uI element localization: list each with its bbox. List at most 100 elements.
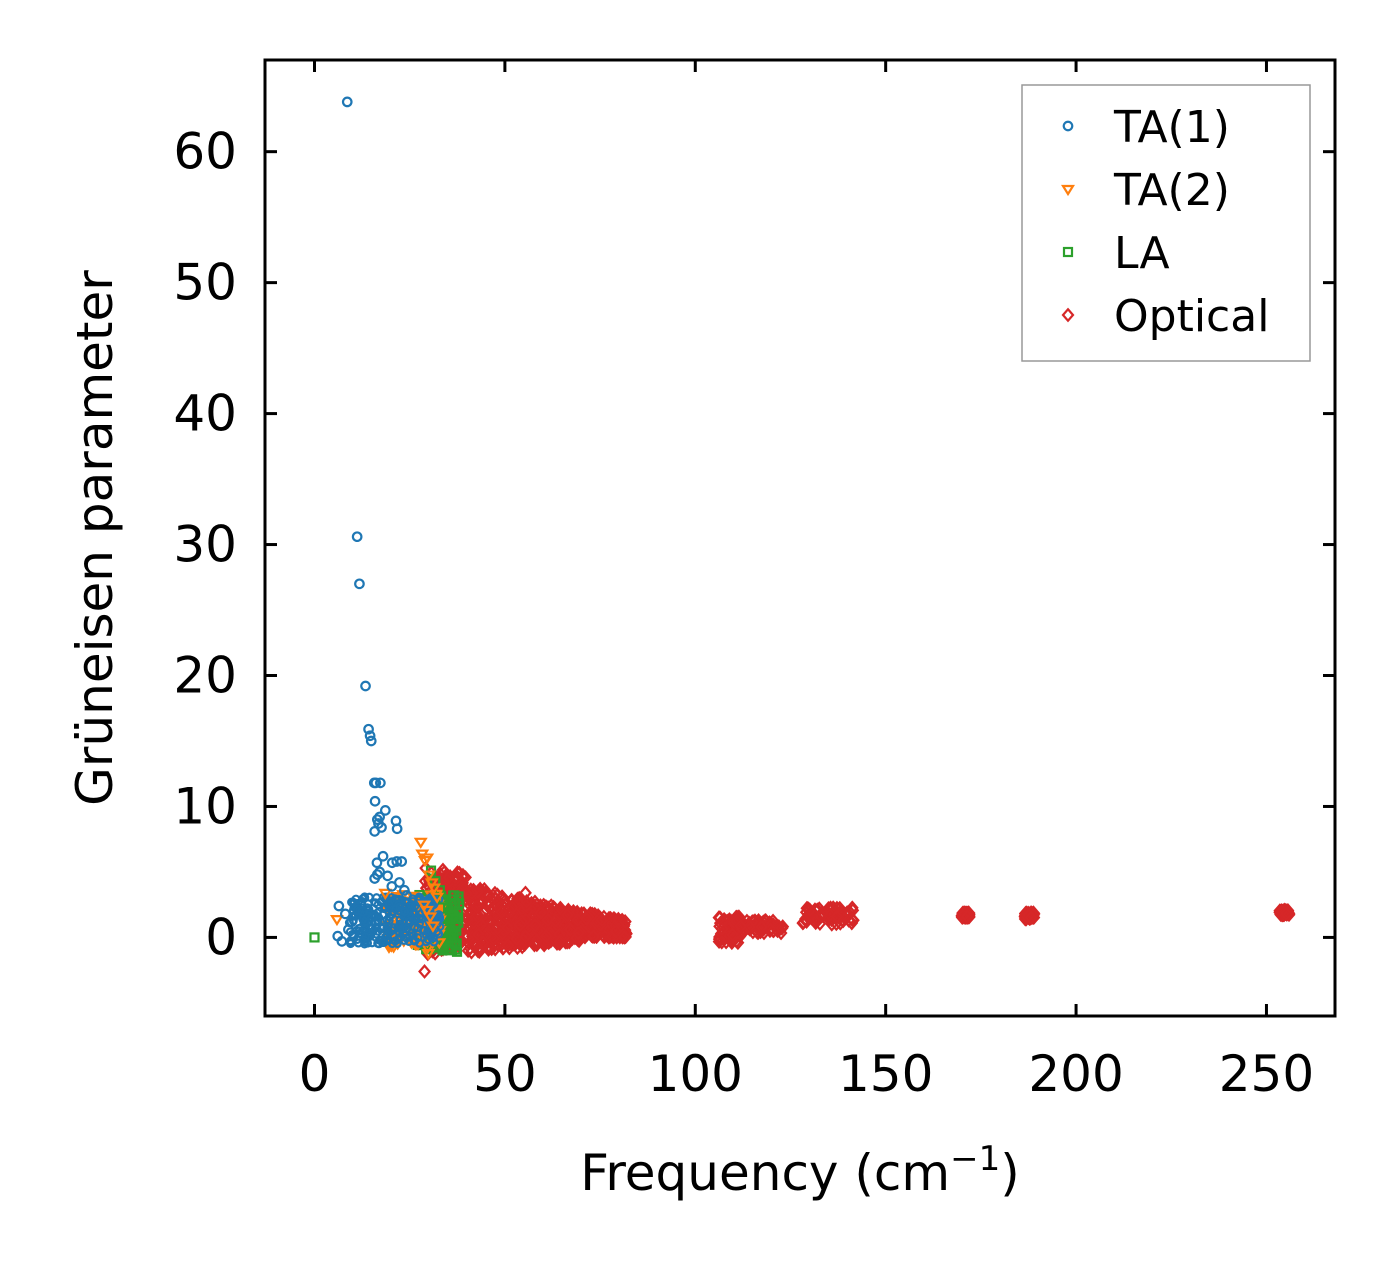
data-point-optical [816, 905, 829, 920]
optical-cluster-point [472, 927, 485, 942]
y-tick-label: 50 [173, 254, 237, 312]
data-point-ta-1- [352, 904, 364, 916]
optical-cluster-point [530, 933, 544, 948]
ta1-cluster-point [410, 901, 420, 911]
x-tick-label: 50 [473, 1045, 537, 1103]
data-point-optical [618, 914, 632, 930]
optical-cluster-point [796, 915, 810, 931]
optical-cluster-point [587, 928, 601, 944]
optical-cluster-point [541, 912, 555, 928]
data-point-ta-1- [396, 856, 408, 867]
ta1-cluster-point [405, 931, 415, 941]
legend: TA(1) TA(2) LA Optical [1021, 84, 1311, 362]
ta1-cluster-point [384, 928, 394, 938]
ta1-cluster-point [384, 916, 394, 926]
optical-cluster-point [499, 908, 513, 924]
data-point-ta-2- [427, 883, 442, 895]
data-point-optical [775, 920, 789, 936]
ta1-cluster-point [395, 902, 405, 912]
data-point-ta-2- [413, 837, 428, 849]
ta1-cluster-point [349, 911, 359, 921]
data-point-ta-1- [354, 578, 365, 590]
ta1-cluster-point [434, 910, 444, 920]
optical-cluster-point [830, 900, 844, 916]
optical-cluster-point [560, 922, 574, 938]
data-point-ta-2- [417, 900, 432, 912]
data-point-ta-1- [399, 884, 410, 896]
optical-cluster-point [553, 934, 566, 950]
y-tick-label: 30 [173, 516, 237, 574]
legend-marker [1062, 246, 1074, 258]
legend-marker [1061, 184, 1075, 197]
ta1-cluster-point [384, 899, 394, 909]
optical-cluster-point [570, 904, 584, 920]
data-point-ta-1- [391, 823, 403, 835]
optical-cluster-point [552, 927, 566, 943]
ta1-cluster-point [400, 907, 410, 917]
ta1-cluster-point [406, 899, 416, 909]
ta1-cluster-point [402, 924, 412, 934]
optical-cluster-point [609, 923, 623, 939]
optical-cluster-point [495, 889, 509, 905]
data-point-ta-2- [419, 905, 434, 917]
optical-cluster-point [590, 913, 604, 929]
ta1-cluster-point [377, 935, 387, 945]
optical-cluster-point [483, 917, 497, 932]
optical-cluster-point [469, 899, 483, 914]
optical-cluster-point [572, 933, 586, 949]
optical-cluster-point [727, 914, 741, 930]
data-point-optical [611, 911, 625, 927]
legend-label: TA(1) [1113, 102, 1230, 153]
data-point-ta-1- [401, 890, 413, 901]
optical-cluster-point [717, 911, 731, 927]
data-point-la [451, 913, 462, 925]
optical-cluster-point [496, 940, 510, 956]
optical-cluster-point [465, 924, 479, 940]
data-point-ta-1- [370, 777, 382, 789]
optical-cluster-point [472, 944, 486, 960]
legend-marker [1061, 307, 1075, 323]
ta1-cluster-point [378, 910, 388, 920]
optical-cluster-point [534, 905, 548, 921]
data-point-la [309, 932, 320, 943]
x-tick-label: 0 [299, 1045, 331, 1103]
y-tick-label: 60 [173, 123, 237, 181]
data-point-optical [1279, 906, 1293, 922]
optical-cluster-point [483, 894, 497, 910]
data-point-ta-1- [363, 723, 374, 735]
ta1-cluster-point [395, 919, 405, 929]
data-point-optical [518, 885, 532, 901]
optical-cluster-point [734, 918, 748, 934]
data-point-ta-1- [379, 805, 391, 816]
data-point-ta-1- [373, 818, 384, 829]
optical-cluster-point [519, 929, 533, 944]
ta1-cluster-point [410, 909, 420, 919]
legend-items: TA(1) TA(2) LA Optical [1061, 102, 1269, 342]
data-point-ta-1- [343, 924, 354, 935]
data-point-ta-1- [374, 811, 385, 823]
data-point-ta-2- [420, 853, 435, 865]
plot-frame [263, 58, 1337, 1018]
ta1-cluster-point [429, 937, 439, 947]
data-point-optical [960, 909, 974, 924]
x-axis-label-superscript: −1 [950, 1139, 1000, 1179]
optical-cluster-point [491, 920, 505, 936]
data-point-optical [771, 923, 784, 939]
data-point-ta-1- [391, 856, 403, 867]
ta1-cluster-point [369, 911, 379, 921]
data-point-ta-1- [348, 929, 360, 941]
legend-label: LA [1114, 228, 1170, 279]
x-axis-label: Frequency (cm−1) [580, 1139, 1020, 1202]
y-tick-label: 20 [173, 647, 237, 705]
data-point-ta-2- [425, 921, 440, 933]
optical-cluster-point [617, 929, 631, 945]
data-point-ta-2- [329, 914, 344, 927]
ta1-cluster-point [408, 930, 418, 940]
data-point-ta-1- [377, 850, 389, 862]
ta1-cluster-point [373, 926, 383, 936]
data-point-ta-1- [360, 680, 371, 692]
ta1-cluster-point [410, 913, 420, 923]
optical-cluster-point [495, 904, 508, 920]
ta1-cluster-point [393, 935, 403, 945]
ta1-cluster-point [415, 938, 425, 948]
